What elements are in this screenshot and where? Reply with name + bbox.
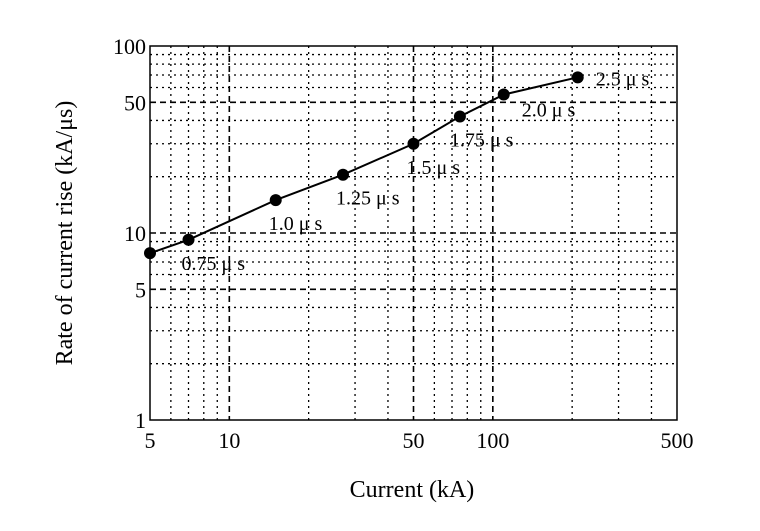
data-point <box>144 247 156 260</box>
plot-frame <box>149 45 678 421</box>
data-point <box>269 194 282 207</box>
data-point <box>497 88 510 101</box>
x-tick-label: 100 <box>476 428 509 453</box>
x-axis-title: Current (kA) <box>350 477 475 503</box>
point-label: 1.75 μ s <box>450 129 514 151</box>
data-point <box>182 233 195 246</box>
grid <box>150 46 677 420</box>
y-tick-label: 50 <box>124 90 146 115</box>
data-point <box>336 168 349 181</box>
point-labels: 0.75 μ s 1.0 μ s 1.25 μ s 1.5 μ s 1.75 μ s 2.… <box>182 68 650 274</box>
series-line <box>149 76 578 255</box>
point-label: 2.0 μ s <box>522 100 576 122</box>
y-tick-label: 10 <box>124 221 146 246</box>
y-tick-label: 100 <box>113 34 146 59</box>
y-tick-label: 1 <box>135 408 146 433</box>
point-label: 0.75 μ s <box>182 253 246 275</box>
data-point <box>407 137 420 150</box>
y-tick-label: 5 <box>135 277 146 302</box>
data-point <box>453 110 466 123</box>
point-label: 1.25 μ s <box>336 188 400 210</box>
series <box>144 71 584 260</box>
x-tick-label: 5 <box>145 428 156 453</box>
data-point <box>571 71 584 84</box>
point-label: 2.5 μ s <box>596 68 650 90</box>
point-label: 1.5 μ s <box>407 157 461 179</box>
x-tick-label: 10 <box>218 428 240 453</box>
x-tick-label: 500 <box>661 428 694 453</box>
point-label: 1.0 μ s <box>269 213 323 235</box>
x-tick-label: 50 <box>403 428 425 453</box>
y-axis-title: Rate of current rise (kA/μs) <box>52 101 78 366</box>
